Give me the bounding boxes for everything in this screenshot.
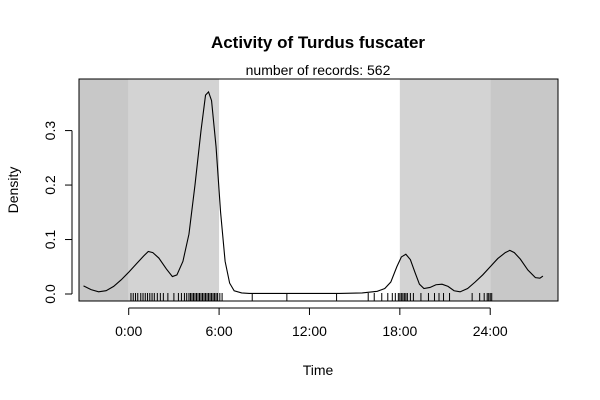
y-tick-label: 0.0 bbox=[42, 284, 58, 304]
y-tick-label: 0.3 bbox=[42, 121, 58, 141]
y-axis-label: Density bbox=[5, 167, 21, 214]
chart-subtitle: number of records: 562 bbox=[246, 62, 391, 78]
y-tick-label: 0.2 bbox=[42, 175, 58, 195]
background-bands bbox=[79, 79, 558, 301]
night-band bbox=[490, 79, 558, 301]
x-axis-label: Time bbox=[303, 362, 334, 378]
x-tick-label: 6:00 bbox=[205, 323, 232, 339]
x-tick-label: 0:00 bbox=[115, 323, 142, 339]
x-tick-label: 18:00 bbox=[382, 323, 417, 339]
x-tick-label: 24:00 bbox=[473, 323, 508, 339]
night-band bbox=[128, 79, 220, 301]
chart-title: Activity of Turdus fuscater bbox=[211, 33, 425, 52]
night-band bbox=[399, 79, 491, 301]
y-axis: 0.0 0.1 0.2 0.3 bbox=[42, 121, 73, 304]
density-curve-layer bbox=[83, 90, 544, 295]
plot-frame bbox=[78, 78, 559, 302]
density-line bbox=[83, 90, 544, 295]
x-axis: 0:00 6:00 12:00 18:00 24:00 bbox=[115, 307, 508, 339]
y-tick-label: 0.1 bbox=[42, 230, 58, 250]
rug-layer bbox=[130, 293, 493, 301]
x-tick-label: 12:00 bbox=[292, 323, 327, 339]
night-band bbox=[79, 79, 129, 301]
